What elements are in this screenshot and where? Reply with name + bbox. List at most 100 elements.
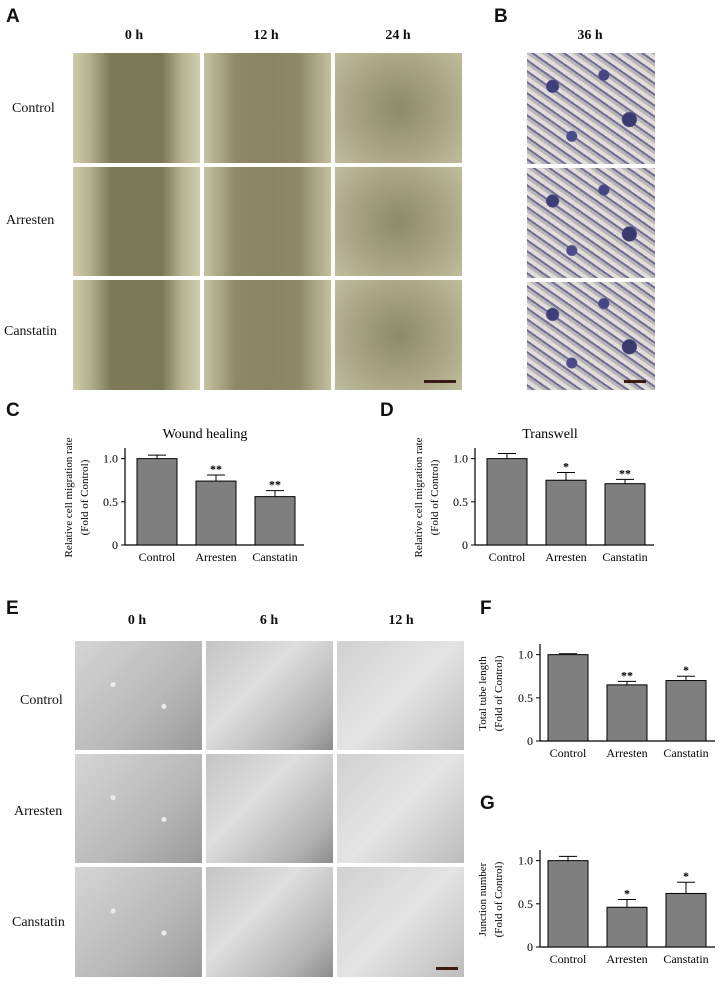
chart-title: Wound healing: [163, 427, 248, 442]
panel-a-col-24h: 24 h: [385, 28, 411, 43]
scale-bar-e: [436, 967, 458, 970]
x-tick-label: Canstatin: [252, 550, 297, 564]
y-tick-label: 0.5: [103, 495, 118, 509]
panel-a-row-control: Control: [12, 101, 55, 116]
wound-healing-chart: Wound healing Relative cell migration rat…: [63, 427, 304, 564]
wound-image-control-0h: [72, 52, 201, 164]
y-tick-label: 1.0: [518, 854, 533, 868]
tube-image-arresten-0h: [74, 753, 203, 864]
y-axis-label: Junction number: [477, 862, 489, 936]
y-tick-label: 0.5: [518, 691, 533, 705]
tube-image-canstatin-12h: [336, 866, 465, 978]
panel-letter-b: B: [494, 6, 508, 27]
bar-arresten: [195, 480, 237, 546]
x-tick-label: Arresten: [545, 550, 586, 564]
y-tick-label: 0: [527, 940, 533, 954]
panel-letter-c: C: [6, 400, 20, 421]
scale-bar-b: [624, 380, 646, 383]
panel-e-row-control: Control: [20, 693, 63, 708]
panel-e-col-12h: 12 h: [388, 613, 414, 628]
bar-canstatin: [604, 483, 646, 546]
transwell-image-canstatin: [526, 281, 656, 391]
bar-canstatin: [254, 496, 296, 546]
wound-image-arresten-12h: [203, 166, 332, 277]
panel-b-col-36h: 36 h: [577, 28, 603, 43]
panel-a-col-12h: 12 h: [253, 28, 279, 43]
y-tick-label: 0: [527, 734, 533, 748]
y-tick-label: 1.0: [103, 452, 118, 466]
tube-image-control-6h: [205, 640, 334, 751]
panel-letter-e: E: [6, 598, 19, 619]
panel-a-row-arresten: Arresten: [6, 213, 55, 228]
panel-e-row-arresten: Arresten: [14, 804, 63, 819]
y-tick-label: 0: [112, 538, 118, 552]
tube-length-chart: Total tube length (Fold of Control) 0 0.5 1.…: [477, 644, 715, 760]
panel-letter-d: D: [380, 400, 394, 421]
x-tick-label: Canstatin: [602, 550, 647, 564]
wound-image-canstatin-0h: [72, 279, 201, 391]
panel-e-col-6h: 6 h: [259, 613, 279, 628]
y-axis-label-unit: (Fold of Control): [79, 459, 91, 535]
significance-marker: **: [269, 478, 281, 492]
y-tick-label: 0.5: [453, 495, 468, 509]
bar-control: [136, 458, 178, 546]
bar-canstatin: [665, 680, 707, 742]
panel-a-col-0h: 0 h: [124, 28, 144, 43]
bar-arresten: [545, 479, 587, 546]
junction-number-chart: Junction number (Fold of Control) 0 0.5 1.0 C…: [477, 850, 715, 966]
y-tick-label: 1.0: [453, 452, 468, 466]
transwell-image-arresten: [526, 167, 656, 279]
panel-letter-f: F: [480, 598, 492, 619]
panel-letter-a: A: [6, 6, 20, 27]
y-tick-label: 0: [462, 538, 468, 552]
x-tick-label: Arresten: [195, 550, 236, 564]
transwell-chart: Transwell Relative cell migration rate (Fo…: [413, 427, 654, 564]
y-tick-label: 0.5: [518, 897, 533, 911]
bar-arresten: [606, 684, 648, 742]
tube-image-canstatin-6h: [205, 866, 334, 978]
panel-e-col-0h: 0 h: [127, 613, 147, 628]
wound-image-canstatin-12h: [203, 279, 332, 391]
y-axis-label-unit: (Fold of Control): [429, 459, 441, 535]
tube-image-canstatin-0h: [74, 866, 203, 978]
tube-image-control-0h: [74, 640, 203, 751]
bar-control: [486, 458, 528, 546]
scale-bar-a: [424, 380, 456, 383]
x-tick-label: Canstatin: [663, 952, 708, 966]
wound-image-control-24h: [334, 52, 463, 164]
panel-letter-g: G: [480, 793, 495, 814]
x-tick-label: Canstatin: [663, 746, 708, 760]
bar-canstatin: [665, 892, 707, 948]
x-tick-label: Control: [550, 952, 587, 966]
x-tick-label: Control: [139, 550, 176, 564]
x-tick-label: Arresten: [606, 746, 647, 760]
tube-image-arresten-6h: [205, 753, 334, 864]
y-axis-label: Total tube length: [477, 656, 489, 731]
significance-marker: **: [210, 462, 222, 476]
bar-control: [547, 860, 589, 948]
wound-image-canstatin-24h: [334, 279, 463, 391]
wound-image-arresten-24h: [334, 166, 463, 277]
bar-control: [547, 654, 589, 742]
significance-marker: **: [619, 466, 631, 480]
x-tick-label: Control: [550, 746, 587, 760]
significance-marker: *: [563, 459, 569, 473]
tube-image-control-12h: [336, 640, 465, 751]
significance-marker: *: [683, 663, 689, 677]
x-tick-label: Control: [489, 550, 526, 564]
tube-image-arresten-12h: [336, 753, 465, 864]
y-axis-label-unit: (Fold of Control): [493, 861, 505, 937]
wound-image-control-12h: [203, 52, 332, 164]
panel-e-row-canstatin: Canstatin: [12, 915, 65, 930]
y-axis-label: Relative cell migration rate: [413, 437, 425, 557]
wound-image-arresten-0h: [72, 166, 201, 277]
y-axis-label: Relative cell migration rate: [63, 437, 75, 557]
significance-marker: **: [621, 668, 633, 682]
transwell-image-control: [526, 52, 656, 165]
bar-arresten: [606, 906, 648, 948]
significance-marker: *: [683, 869, 689, 883]
panel-a-row-canstatin: Canstatin: [4, 324, 57, 339]
y-tick-label: 1.0: [518, 648, 533, 662]
y-axis-label-unit: (Fold of Control): [493, 655, 505, 731]
significance-marker: *: [624, 887, 630, 901]
